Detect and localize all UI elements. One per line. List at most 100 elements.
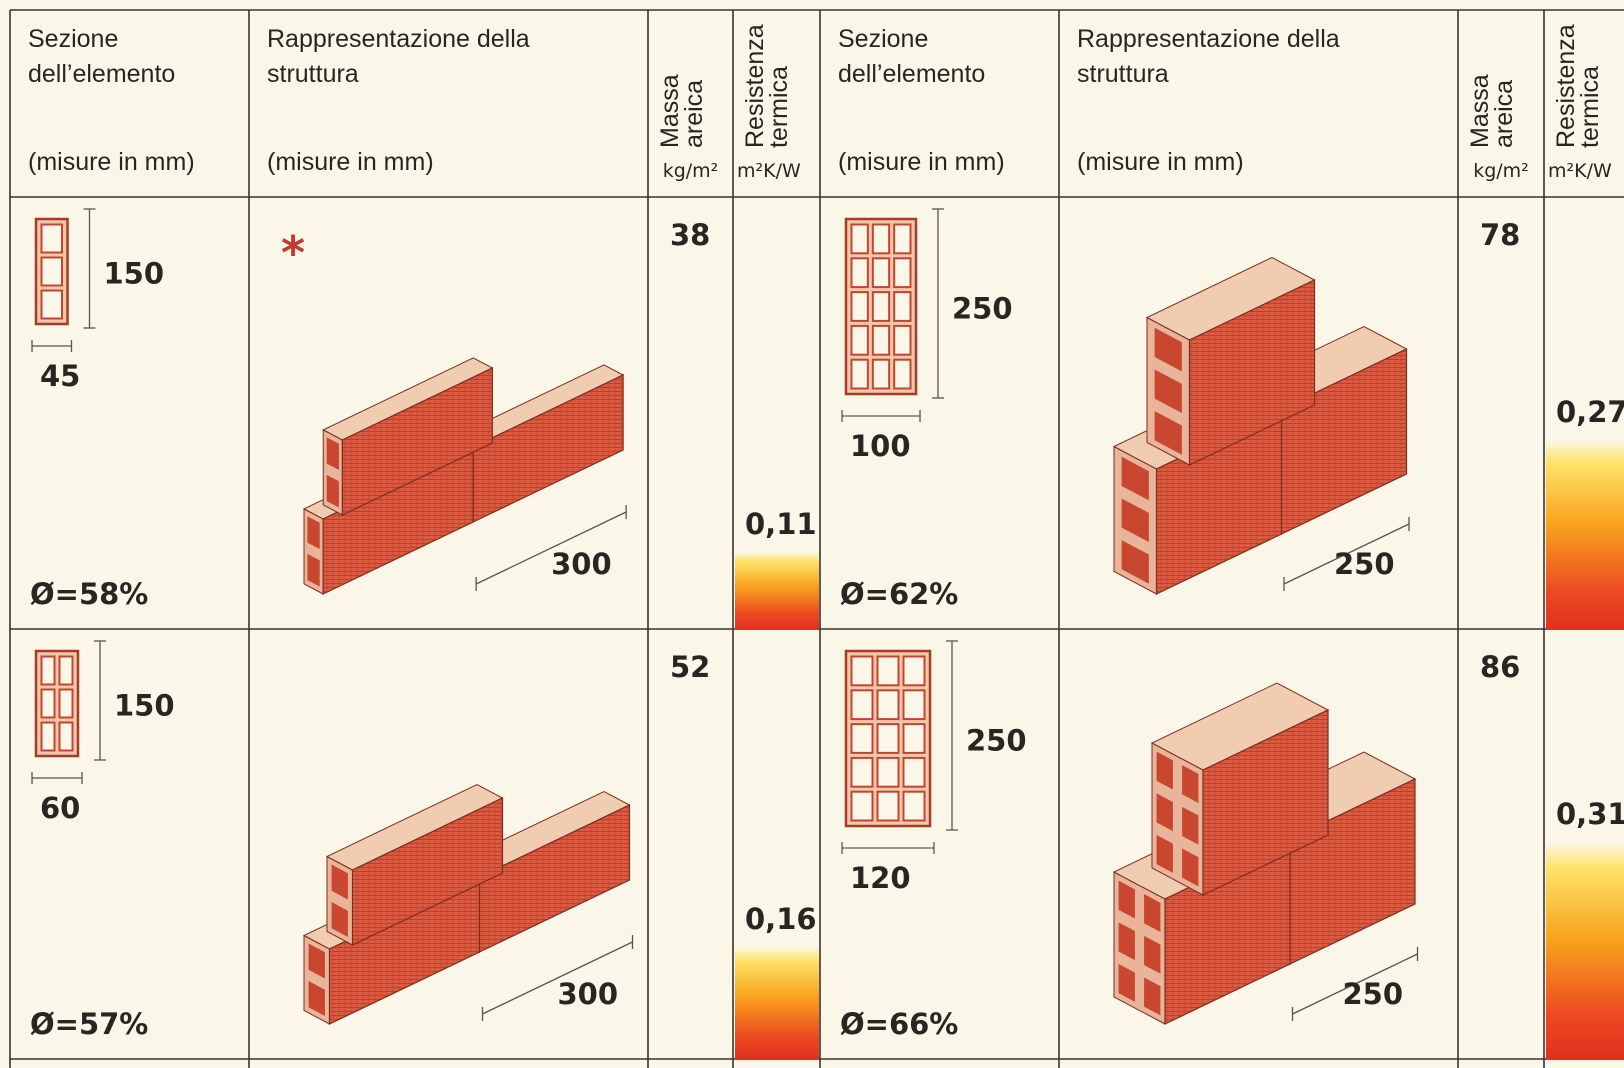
mass: 52 <box>670 650 710 684</box>
header-resistance: Resistenza <box>1552 24 1580 148</box>
resistance: 0,27 <box>1556 395 1624 429</box>
mass: 38 <box>670 218 710 252</box>
dimension-line <box>475 511 627 585</box>
header-mass: Massa <box>1466 74 1494 148</box>
header-mass-unit: kg/m² <box>663 160 719 182</box>
section-hole <box>876 756 900 788</box>
brick-hole <box>307 553 320 587</box>
resistance-bar <box>735 552 819 629</box>
header-structure: struttura <box>1077 60 1169 88</box>
brick-hole <box>308 981 325 1016</box>
section-hole <box>40 223 63 254</box>
brick-hole <box>1144 935 1161 974</box>
section-hole <box>850 291 869 322</box>
section-hole <box>850 790 874 822</box>
section-hole <box>876 655 900 687</box>
header-section: dell’elemento <box>838 60 985 88</box>
section-hole <box>58 688 74 719</box>
resistance: 0,16 <box>745 902 817 936</box>
section-hole <box>850 223 869 255</box>
header-resistance: termica <box>1576 66 1604 148</box>
brick-face <box>351 797 504 946</box>
section-hole <box>902 723 926 754</box>
section-hole <box>850 257 869 289</box>
brick-face <box>1188 279 1316 466</box>
brick-hole <box>1154 369 1182 414</box>
brick-hole <box>1144 977 1161 1016</box>
section-width: 60 <box>40 791 80 825</box>
dimension-line <box>482 941 633 1015</box>
dimension-line <box>1292 953 1418 1015</box>
length: 300 <box>551 547 612 581</box>
header-mass: areica <box>1490 80 1518 148</box>
brick-face <box>1202 709 1329 896</box>
section-hole <box>58 721 74 752</box>
brick-hole <box>1121 456 1149 501</box>
header-section: dell’elemento <box>28 60 175 88</box>
section-hole <box>871 324 891 356</box>
header-resistance-unit: m²K/W <box>1548 160 1612 182</box>
wall-illustration <box>1112 682 1417 1025</box>
section-hole <box>876 723 900 754</box>
header-structure: (misure in mm) <box>1077 148 1244 176</box>
resistance: 0,11 <box>745 507 817 541</box>
note-asterisk: * <box>281 226 305 280</box>
void-ratio: Ø=66% <box>840 1007 958 1041</box>
section-hole <box>850 756 874 788</box>
section-hole <box>902 655 926 687</box>
brick-hole <box>1121 498 1149 543</box>
header-section: Sezione <box>28 25 118 53</box>
resistance: 0,31 <box>1556 797 1624 831</box>
brick-hole <box>1182 765 1199 803</box>
brick-hole <box>1121 540 1149 584</box>
brick-hole <box>1118 964 1135 1002</box>
section-height: 150 <box>114 689 175 723</box>
mass: 86 <box>1480 650 1520 684</box>
resistance-bar <box>735 947 819 1059</box>
header-mass-unit: kg/m² <box>1473 160 1529 182</box>
header-section: (misure in mm) <box>28 148 195 176</box>
void-ratio: Ø=58% <box>30 577 148 611</box>
brick-hole <box>1118 880 1135 919</box>
section-hole <box>893 257 912 289</box>
section-hole <box>40 256 63 287</box>
brick-hole <box>1182 806 1199 845</box>
header-section: (misure in mm) <box>838 148 1005 176</box>
header-structure: Rappresentazione della <box>267 25 530 53</box>
section-hole <box>876 689 900 721</box>
section-height: 150 <box>104 257 165 291</box>
brick-hole <box>331 902 348 937</box>
section-width: 45 <box>40 359 80 393</box>
brick-hole <box>331 864 348 900</box>
section-hole <box>871 257 891 289</box>
section-hole <box>40 289 63 320</box>
header-resistance: termica <box>765 66 793 148</box>
section-hole <box>40 688 56 719</box>
section-hole <box>876 790 900 822</box>
wall-illustration <box>1112 256 1408 595</box>
section-hole <box>850 358 869 390</box>
section-hole <box>902 689 926 721</box>
brick-hole <box>1154 411 1182 455</box>
section-hole <box>40 655 56 686</box>
length: 250 <box>1343 977 1404 1011</box>
brick-hole <box>1144 894 1161 932</box>
brick-hole <box>308 943 325 979</box>
header-structure: Rappresentazione della <box>1077 25 1340 53</box>
brick-hole <box>1156 835 1173 873</box>
section-hole <box>902 790 926 822</box>
section-hole <box>893 291 912 322</box>
brick-hole <box>1182 848 1199 887</box>
mass: 78 <box>1480 218 1520 252</box>
void-ratio: Ø=57% <box>30 1007 148 1041</box>
brick-hole <box>1156 793 1173 832</box>
header-structure: struttura <box>267 60 359 88</box>
section-hole <box>893 223 912 255</box>
dimension-line <box>1283 523 1410 585</box>
length: 250 <box>1334 547 1395 581</box>
resistance-bar <box>1546 842 1624 1059</box>
brick-hole <box>1154 327 1182 372</box>
section-height: 250 <box>966 724 1027 758</box>
brick-hole <box>326 474 339 508</box>
